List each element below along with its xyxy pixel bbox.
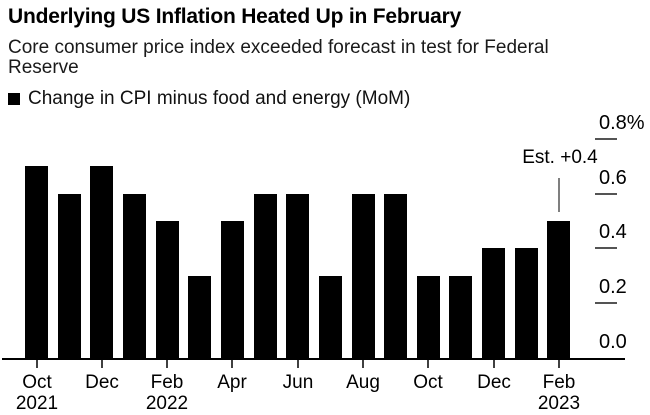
bar-sep-2022: [384, 194, 407, 358]
y-axis-tick-dash: [595, 247, 617, 249]
bar-nov-2022: [449, 276, 472, 358]
x-axis-label: Dec: [477, 372, 511, 393]
bar-jan-2023: [515, 248, 538, 358]
x-axis-year-label: 2021: [15, 393, 59, 414]
x-axis-tick: [101, 360, 103, 368]
bar-aug-2022: [352, 194, 375, 358]
bar-dec-2021: [90, 166, 113, 358]
chart-legend: Change in CPI minus food and energy (MoM…: [8, 88, 411, 109]
x-axis-label: Oct 2021: [5, 372, 69, 414]
bar-dec-2022: [482, 248, 505, 358]
bar-jun-2022: [286, 194, 309, 358]
x-axis-year-label: 2023: [537, 393, 581, 414]
bar-mar-2022: [188, 276, 211, 358]
x-axis-tick: [166, 360, 168, 368]
y-axis-label: 0.4: [599, 221, 627, 243]
chart-title: Underlying US Inflation Heated Up in Feb…: [8, 5, 462, 28]
x-axis-year-label: 2022: [145, 393, 189, 414]
chart-subtitle: Core consumer price index exceeded forec…: [8, 37, 549, 78]
bar-oct-2022: [417, 276, 440, 358]
x-axis-tick: [362, 360, 364, 368]
x-axis-label: Oct: [413, 372, 443, 393]
bar-may-2022: [254, 194, 277, 358]
x-axis-label: Apr: [217, 372, 247, 393]
bar-jul-2022: [319, 276, 342, 358]
legend-label: Change in CPI minus food and energy (MoM…: [28, 88, 411, 109]
bar-feb-2023: [547, 221, 570, 358]
x-axis-label: Dec: [85, 372, 119, 393]
x-axis-tick: [36, 360, 38, 368]
x-axis-tick: [493, 360, 495, 368]
bar-jan-2022: [123, 194, 146, 358]
bar-oct-2021: [25, 166, 48, 358]
x-axis-label: Feb 2023: [527, 372, 591, 414]
x-axis-tick: [427, 360, 429, 368]
x-axis-label: Jun: [282, 372, 314, 393]
y-axis-tick-dash: [595, 193, 617, 195]
y-axis-label: 0.6: [599, 167, 627, 189]
x-axis-tick: [558, 360, 560, 368]
y-axis-label: 0.8%: [599, 112, 645, 134]
x-axis-tick: [231, 360, 233, 368]
estimate-pointer-line: [558, 178, 560, 212]
y-axis-tick-dash: [595, 138, 617, 140]
y-axis-tick-dash: [595, 302, 617, 304]
x-axis-tick: [297, 360, 299, 368]
x-axis-label: Aug: [346, 372, 380, 393]
y-axis-label: 0.0: [599, 331, 627, 353]
bar-apr-2022: [221, 221, 244, 358]
black-square-icon: [8, 93, 20, 105]
y-axis-label: 0.2: [599, 276, 627, 298]
bar-feb-2022: [156, 221, 179, 358]
bar-nov-2021: [58, 194, 81, 358]
x-axis-label: Feb 2022: [135, 372, 199, 414]
estimate-annotation-label: Est. +0.4: [522, 147, 598, 168]
x-axis-line: [2, 358, 625, 360]
